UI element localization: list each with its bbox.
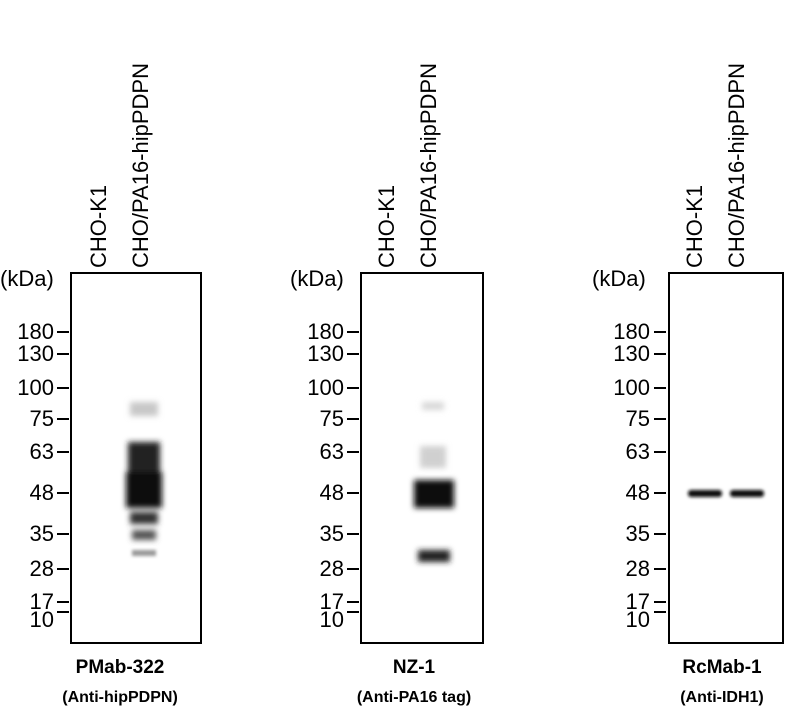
- band: [126, 472, 162, 508]
- marker-label: 75: [319, 406, 344, 431]
- antibody-name: PMab-322: [75, 657, 165, 678]
- band: [128, 442, 160, 472]
- marker-label: 10: [29, 607, 54, 632]
- marker-label: 10: [625, 607, 650, 632]
- marker-label: 75: [625, 406, 650, 431]
- marker-label: 130: [17, 341, 54, 366]
- antibody-target: (Anti-IDH1): [680, 689, 764, 706]
- antibody-target: (Anti-hipPDPN): [62, 689, 178, 706]
- lane-label-cho-pa16-hippdpn: CHO/PA16-hipPDPN: [128, 63, 153, 268]
- marker-tick: [347, 611, 359, 613]
- marker-tick: [347, 568, 359, 570]
- band: [132, 530, 156, 540]
- blot-bands: [688, 490, 764, 497]
- marker-tick: [57, 331, 69, 333]
- marker-label: 130: [613, 341, 650, 366]
- lane-label-cho-k1: CHO-K1: [374, 184, 399, 268]
- marker-tick: [654, 601, 666, 603]
- antibody-target: (Anti-PA16 tag): [356, 689, 472, 706]
- marker-tick: [347, 331, 359, 333]
- kda-unit-label: (kDa): [592, 266, 646, 291]
- marker-tick: [57, 418, 69, 420]
- band: [130, 402, 158, 416]
- marker-label: 28: [319, 556, 344, 581]
- band: [730, 490, 764, 497]
- marker-tick: [57, 387, 69, 389]
- marker-tick: [347, 418, 359, 420]
- band: [688, 490, 722, 497]
- blot-membrane: [668, 272, 784, 644]
- marker-tick: [347, 451, 359, 453]
- band: [130, 512, 158, 524]
- band: [420, 446, 446, 468]
- marker-label: 100: [307, 375, 344, 400]
- marker-tick: [347, 533, 359, 535]
- marker-tick: [57, 492, 69, 494]
- marker-label: 35: [29, 521, 54, 546]
- marker-tick: [654, 387, 666, 389]
- marker-tick: [57, 533, 69, 535]
- band: [418, 550, 450, 562]
- blot-panel-rcmab1: CHO-K1 CHO/PA16-hipPDPN (kDa) 180 130 10…: [540, 0, 790, 718]
- marker-tick: [654, 451, 666, 453]
- marker-label: 63: [319, 439, 344, 464]
- lane-label-cho-k1: CHO-K1: [86, 184, 111, 268]
- marker-tick: [654, 353, 666, 355]
- blot-panel-nz1: CHO-K1 CHO/PA16-hipPDPN (kDa) 180 130 10…: [288, 0, 538, 718]
- marker-tick: [654, 331, 666, 333]
- marker-tick: [57, 353, 69, 355]
- marker-label: 180: [17, 319, 54, 344]
- marker-label: 35: [319, 521, 344, 546]
- marker-label: 35: [625, 521, 650, 546]
- lane-label-cho-pa16-hippdpn: CHO/PA16-hipPDPN: [416, 63, 441, 268]
- marker-label: 100: [17, 375, 54, 400]
- marker-tick: [57, 451, 69, 453]
- marker-label: 28: [625, 556, 650, 581]
- marker-label: 17: [625, 589, 650, 614]
- marker-tick: [654, 533, 666, 535]
- marker-label: 75: [29, 406, 54, 431]
- lane-label-cho-pa16-hippdpn: CHO/PA16-hipPDPN: [724, 63, 749, 268]
- marker-label: 28: [29, 556, 54, 581]
- marker-label: 63: [625, 439, 650, 464]
- marker-label: 48: [29, 480, 54, 505]
- blot-bands: [126, 402, 162, 556]
- band: [132, 550, 156, 556]
- marker-label: 180: [307, 319, 344, 344]
- blot-panel-pmab322: CHO-K1 CHO/PA16-hipPDPN (kDa) 180 130 10…: [0, 0, 250, 718]
- marker-tick: [57, 568, 69, 570]
- marker-label: 17: [319, 589, 344, 614]
- blot-bands: [414, 402, 454, 562]
- marker-tick: [57, 601, 69, 603]
- marker-tick: [347, 387, 359, 389]
- marker-label: 130: [307, 341, 344, 366]
- band: [414, 480, 454, 508]
- marker-label: 10: [319, 607, 344, 632]
- marker-tick: [654, 418, 666, 420]
- marker-tick: [654, 611, 666, 613]
- marker-tick: [347, 353, 359, 355]
- marker-label: 180: [613, 319, 650, 344]
- kda-unit-label: (kDa): [0, 266, 54, 291]
- marker-label: 17: [29, 589, 54, 614]
- marker-tick: [57, 611, 69, 613]
- marker-label: 48: [319, 480, 344, 505]
- antibody-name: NZ-1: [392, 657, 436, 678]
- marker-tick: [654, 492, 666, 494]
- band: [422, 402, 444, 410]
- blot-membrane: [360, 272, 484, 644]
- kda-unit-label: (kDa): [290, 266, 344, 291]
- marker-label: 100: [613, 375, 650, 400]
- blot-membrane: [70, 272, 202, 644]
- marker-label: 63: [29, 439, 54, 464]
- antibody-name: RcMab-1: [682, 657, 762, 678]
- marker-label: 48: [625, 480, 650, 505]
- marker-tick: [347, 492, 359, 494]
- lane-label-cho-k1: CHO-K1: [682, 184, 707, 268]
- marker-tick: [654, 568, 666, 570]
- marker-tick: [347, 601, 359, 603]
